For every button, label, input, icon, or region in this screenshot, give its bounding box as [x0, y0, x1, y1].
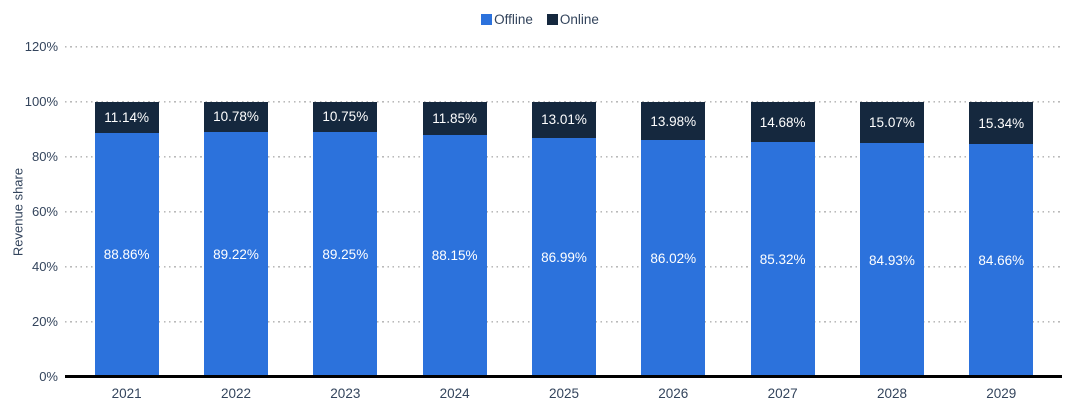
- offline-value-label: 86.02%: [650, 251, 697, 267]
- stacked-bar-2025[interactable]: 13.01% 86.99%: [531, 102, 596, 377]
- x-axis-label-2021: 2021: [111, 386, 142, 401]
- bar-slot-2027: 14.68% 85.32%: [728, 102, 837, 377]
- offline-value-label: 85.32%: [759, 252, 806, 268]
- online-value-label: 11.14%: [104, 109, 150, 125]
- offline-value-label: 89.22%: [213, 246, 259, 262]
- y-tick-label: 120%: [24, 39, 58, 54]
- bar-slot-2022: 10.78% 89.22%: [181, 102, 290, 377]
- online-value-label: 10.75%: [322, 109, 369, 125]
- bar-segment-online-2025[interactable]: 13.01%: [531, 102, 596, 138]
- y-tick-label: 80%: [31, 149, 58, 164]
- offline-value-label: 86.99%: [541, 249, 587, 265]
- stacked-bar-2024[interactable]: 11.85% 88.15%: [422, 102, 487, 377]
- stacked-bar-2029[interactable]: 15.34% 84.66%: [969, 102, 1034, 377]
- bar-segment-offline-2025[interactable]: 86.99%: [531, 137, 596, 377]
- bar-segment-offline-2026[interactable]: 86.02%: [641, 140, 706, 377]
- bar-segment-offline-2027[interactable]: 85.32%: [750, 142, 815, 377]
- bar-segment-online-2021[interactable]: 11.14%: [94, 102, 159, 133]
- bar-segment-offline-2029[interactable]: 84.66%: [969, 144, 1034, 377]
- gridline-120: [65, 46, 1062, 48]
- bar-slot-2025: 13.01% 86.99%: [509, 102, 618, 377]
- x-axis-label-2028: 2028: [876, 386, 907, 401]
- offline-value-label: 84.66%: [978, 253, 1025, 269]
- online-value-label: 15.07%: [869, 115, 915, 131]
- bar-segment-online-2028[interactable]: 15.07%: [859, 102, 924, 144]
- bar-segment-offline-2021[interactable]: 88.86%: [94, 132, 159, 377]
- online-value-label: 10.78%: [213, 109, 259, 125]
- x-axis-label-2023: 2023: [330, 386, 361, 401]
- x-axis-label-2027: 2027: [767, 386, 798, 401]
- plot-area: 11.14% 88.86% 10.78% 89.22% 10.75% 89.25% 11.8…: [72, 102, 1056, 377]
- bar-slot-2029: 15.34% 84.66%: [947, 102, 1056, 377]
- bar-slot-2026: 13.98% 86.02%: [619, 102, 728, 377]
- y-tick-label: 40%: [31, 259, 58, 274]
- stacked-bar-2021[interactable]: 11.14% 88.86%: [94, 102, 159, 377]
- offline-value-label: 88.86%: [103, 247, 150, 263]
- bar-segment-online-2022[interactable]: 10.78%: [203, 102, 268, 132]
- x-axis-label-2022: 2022: [220, 386, 252, 401]
- bar-segment-offline-2024[interactable]: 88.15%: [422, 134, 487, 377]
- bar-segment-online-2027[interactable]: 14.68%: [750, 102, 815, 143]
- x-axis-label-2025: 2025: [548, 386, 579, 401]
- legend-swatch-online-icon: [546, 14, 558, 25]
- online-value-label: 13.98%: [650, 113, 697, 129]
- offline-value-label: 89.25%: [322, 246, 369, 262]
- legend: Offline Online: [0, 12, 1080, 27]
- bar-slot-2021: 11.14% 88.86%: [72, 102, 181, 377]
- x-axis-label-2026: 2026: [658, 386, 689, 401]
- x-axis-line: [65, 375, 1062, 378]
- bar-slot-2023: 10.75% 89.25%: [291, 102, 400, 377]
- legend-label: Online: [559, 12, 599, 27]
- y-tick-label: 100%: [24, 94, 58, 109]
- stacked-bar-2028[interactable]: 15.07% 84.93%: [859, 102, 924, 377]
- y-tick-label: 60%: [31, 204, 58, 219]
- legend-item-offline[interactable]: Offline: [481, 12, 533, 27]
- bar-segment-online-2024[interactable]: 11.85%: [422, 102, 487, 135]
- offline-value-label: 88.15%: [431, 248, 478, 264]
- bar-segment-offline-2023[interactable]: 89.25%: [313, 131, 378, 377]
- bar-slot-2028: 15.07% 84.93%: [837, 102, 946, 377]
- stacked-bar-2023[interactable]: 10.75% 89.25%: [313, 102, 378, 377]
- legend-swatch-offline-icon: [481, 14, 493, 25]
- bar-segment-online-2026[interactable]: 13.98%: [641, 102, 706, 141]
- online-value-label: 11.85%: [432, 110, 478, 126]
- x-axis-label-2029: 2029: [986, 386, 1017, 401]
- legend-item-online[interactable]: Online: [546, 12, 599, 27]
- offline-value-label: 84.93%: [869, 252, 915, 268]
- stacked-bar-2022[interactable]: 10.78% 89.22%: [203, 102, 268, 377]
- bar-segment-offline-2022[interactable]: 89.22%: [203, 131, 268, 377]
- stacked-bar-2026[interactable]: 13.98% 86.02%: [641, 102, 706, 377]
- online-value-label: 13.01%: [541, 112, 587, 128]
- bar-slot-2024: 11.85% 88.15%: [400, 102, 509, 377]
- y-tick-label: 20%: [31, 314, 58, 329]
- bar-segment-online-2023[interactable]: 10.75%: [313, 102, 378, 132]
- online-value-label: 15.34%: [978, 115, 1025, 131]
- legend-label: Offline: [494, 12, 533, 27]
- stacked-bar-2027[interactable]: 14.68% 85.32%: [750, 102, 815, 377]
- x-axis-label-2024: 2024: [439, 386, 470, 401]
- bar-segment-online-2029[interactable]: 15.34%: [969, 102, 1034, 145]
- bar-segment-offline-2028[interactable]: 84.93%: [859, 143, 924, 377]
- x-axis-labels: 2021 2022 2023 2024 2025 2026 2027 2028 2029: [72, 386, 1056, 401]
- y-tick-label: 0%: [39, 369, 58, 384]
- online-value-label: 14.68%: [759, 114, 806, 130]
